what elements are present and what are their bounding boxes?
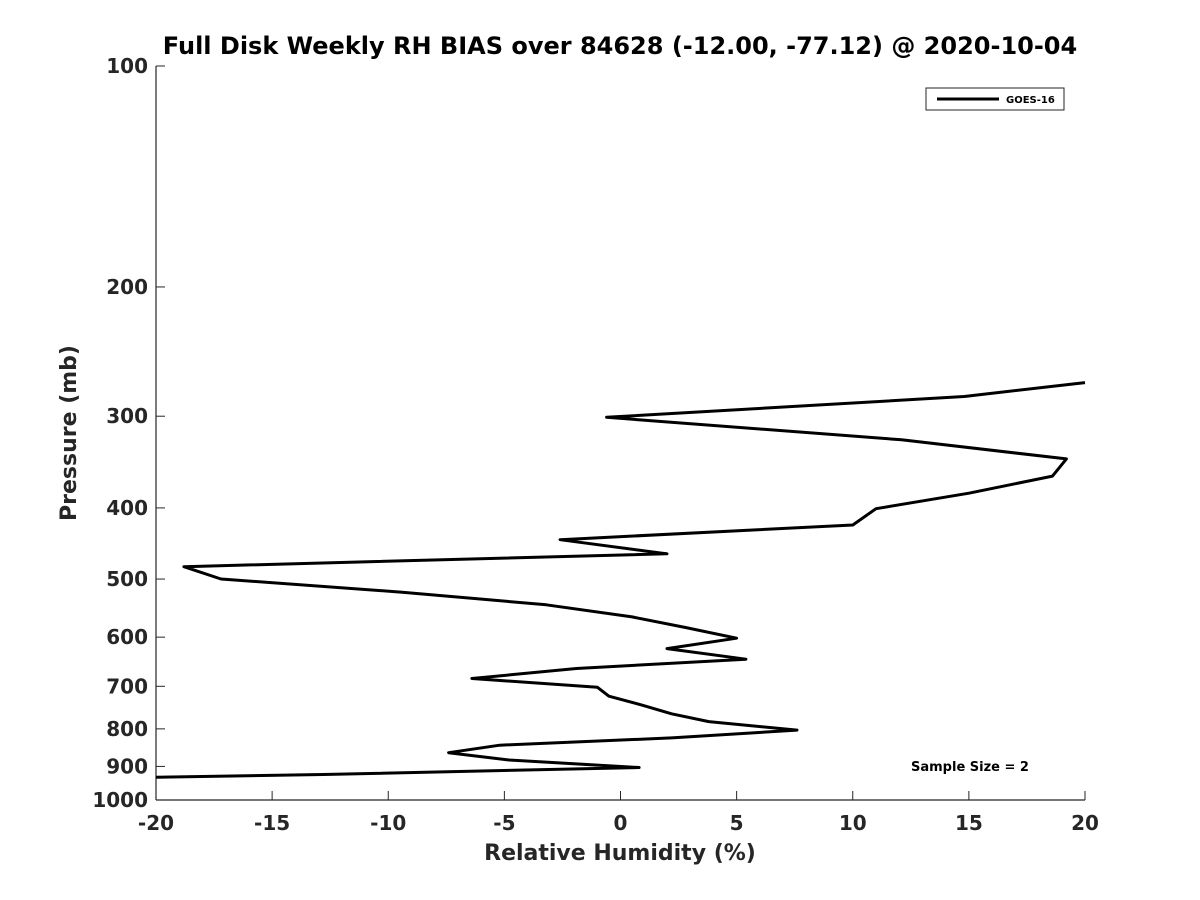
x-tick-label: 5: [730, 811, 744, 835]
plot-area: [155, 66, 1085, 801]
y-tick-label: 100: [106, 54, 148, 78]
y-axis-ticks: 100 200 300 400 500 600 700 800 900 1000: [92, 54, 165, 812]
y-tick-label: 700: [106, 674, 148, 698]
x-tick-label: 20: [1071, 811, 1099, 835]
y-tick-label: 800: [106, 717, 148, 741]
series-line-goes-16: [155, 381, 1086, 779]
y-tick-label: 500: [106, 567, 148, 591]
series-layer: [155, 381, 1086, 779]
y-tick-label: 1000: [92, 788, 148, 812]
x-tick-label: -15: [254, 811, 290, 835]
y-tick-label: 300: [106, 404, 148, 428]
x-axis-label: Relative Humidity (%): [484, 841, 756, 866]
y-tick-label: 400: [106, 496, 148, 520]
x-tick-label: -10: [370, 811, 406, 835]
x-tick-label: 0: [614, 811, 628, 835]
x-tick-label: 15: [955, 811, 983, 835]
legend: GOES-16: [925, 87, 1065, 111]
y-tick-label: 900: [106, 754, 148, 778]
y-tick-label: 200: [106, 275, 148, 299]
x-tick-label: 10: [839, 811, 867, 835]
y-tick-label: 600: [106, 625, 148, 649]
x-axis-ticks: -20 -15 -10 -5 0 5 10 15 20: [138, 791, 1099, 835]
x-tick-label: -5: [493, 811, 515, 835]
y-axis-label: Pressure (mb): [57, 345, 82, 521]
chart-title: Full Disk Weekly RH BIAS over 84628 (-12…: [163, 32, 1077, 60]
x-tick-label: -20: [138, 811, 174, 835]
legend-label-goes-16: GOES-16: [1006, 95, 1055, 106]
sample-size-annotation: Sample Size = 2: [911, 760, 1029, 775]
